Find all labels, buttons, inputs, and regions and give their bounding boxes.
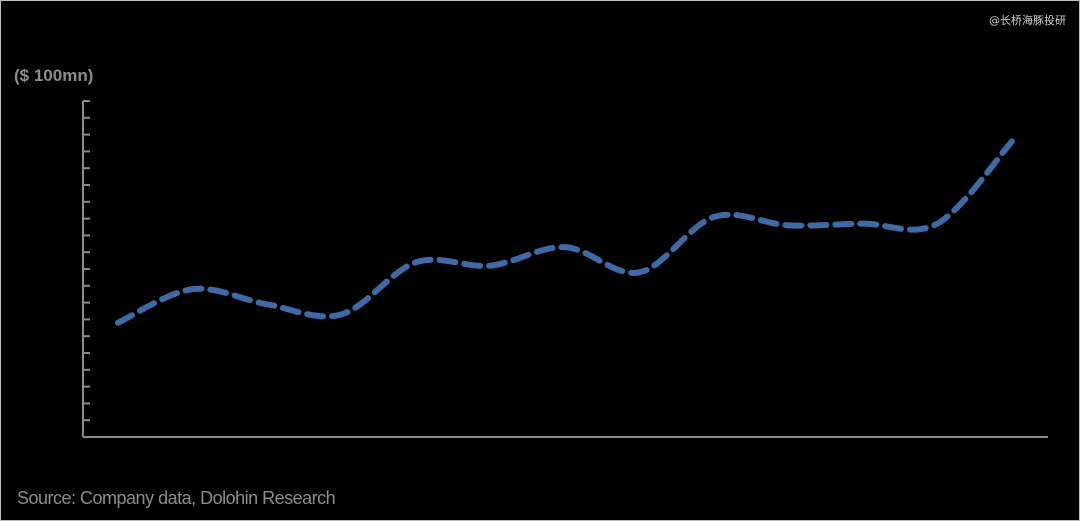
source-note: Source: Company data, Dolohin Research	[17, 488, 336, 508]
y-axis-unit-label: ($ 100mn)	[14, 66, 94, 85]
watermark: @长桥海豚投研	[989, 14, 1066, 27]
series-line	[115, 138, 1015, 326]
